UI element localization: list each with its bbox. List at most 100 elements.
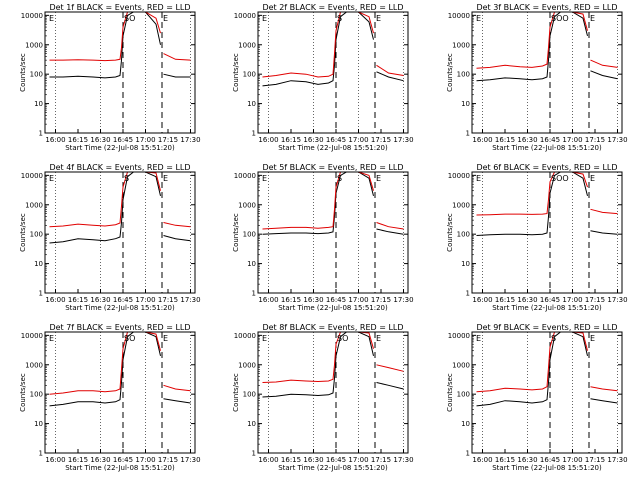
x-tick-label: 16:45 [326,296,346,304]
y-tick-label: 1000 [452,361,470,369]
y-tick-label: 10 [247,260,256,268]
series-line-events [590,70,618,80]
x-tick-label: 16:15 [495,456,515,464]
y-tick-label: 100 [30,231,43,239]
series-line-events [376,382,404,390]
series-line-lld [476,331,588,393]
x-axis-label: Start Time (22-Jul-08 15:51:20) [65,304,175,312]
series-line-events [590,230,618,235]
y-tick-label: 10 [34,420,43,428]
y-axis-label: Counts/sec [446,53,454,92]
y-tick-label: 100 [243,391,256,399]
series-line-events [376,71,404,82]
y-tick-label: 1000 [25,201,43,209]
x-tick-label: 16:30 [303,136,323,144]
event-marker-label: E [376,174,381,183]
x-tick-label: 17:15 [371,296,391,304]
event-marker-label: E [376,14,381,23]
series-line-lld [163,53,191,61]
event-marker-label: SOO [551,14,569,23]
y-tick-label: 10 [34,260,43,268]
series-line-lld [262,331,374,383]
x-tick-label: 17:15 [158,456,178,464]
series-line-events [476,171,588,236]
x-axis-label: Start Time (22-Jul-08 15:51:20) [65,464,175,472]
event-marker-label: SO [337,334,348,343]
y-tick-label: 10 [461,420,470,428]
series-line-lld [476,171,588,216]
event-marker-label: SOO [551,174,569,183]
y-tick-label: 1000 [452,41,470,49]
event-marker-label: E [476,334,481,343]
event-marker-label: E [49,334,54,343]
x-tick-label: 16:30 [517,456,537,464]
series-line-lld [590,386,618,392]
panel-title: Det 1f BLACK = Events, RED = LLD [49,3,190,12]
event-marker-label: SO [124,14,135,23]
panel-title: Det 9f BLACK = Events, RED = LLD [476,323,617,332]
event-marker-label: E [49,14,54,23]
x-tick-label: 17:30 [393,136,413,144]
x-tick-label: 16:45 [113,136,133,144]
x-axis-label: Start Time (22-Jul-08 15:51:20) [492,464,602,472]
series-line-lld [49,331,161,395]
x-tick-label: 17:00 [135,136,155,144]
x-tick-label: 17:30 [607,296,627,304]
x-axis-label: Start Time (22-Jul-08 15:51:20) [492,144,602,152]
x-tick-label: 17:00 [348,136,368,144]
y-tick-label: 1000 [238,41,256,49]
y-axis-label: Counts/sec [446,213,454,252]
panel-det-7: Det 7f BLACK = Events, RED = LLD E SO E 1 10 1… [19,323,201,472]
y-tick-label: 1000 [25,361,43,369]
event-marker-label: SO [124,334,135,343]
x-tick-label: 17:30 [180,456,200,464]
y-tick-label: 10000 [448,12,470,20]
x-tick-label: 17:30 [180,296,200,304]
x-tick-label: 17:30 [607,136,627,144]
y-axis-label: Counts/sec [19,53,27,92]
event-marker-label: E [163,334,168,343]
y-tick-label: 10000 [448,172,470,180]
series-line-lld [163,222,191,228]
x-tick-label: 16:30 [90,296,110,304]
x-tick-label: 17:15 [585,136,605,144]
x-tick-label: 16:45 [113,296,133,304]
panel-det-5: Det 5f BLACK = Events, RED = LLD E S E 1 10 10… [232,163,414,312]
event-marker-label: E [476,174,481,183]
plot-frame [471,171,623,294]
plot-frame [257,331,409,454]
event-marker-label: E [262,174,267,183]
x-tick-label: 16:00 [45,296,65,304]
y-tick-label: 10 [461,100,470,108]
series-line-events [49,11,161,79]
y-tick-label: 1 [252,450,256,458]
y-tick-label: 100 [30,391,43,399]
x-tick-label: 17:00 [562,296,582,304]
x-axis-label: Start Time (22-Jul-08 15:51:20) [278,464,388,472]
series-line-events [49,331,161,407]
x-tick-label: 16:45 [326,136,346,144]
series-line-events [376,228,404,235]
panel-title: Det 3f BLACK = Events, RED = LLD [476,3,617,12]
y-tick-label: 100 [457,231,470,239]
series-line-lld [376,222,404,230]
x-tick-label: 16:15 [281,296,301,304]
x-tick-label: 16:30 [517,136,537,144]
x-tick-label: 16:15 [68,136,88,144]
series-line-events [163,235,191,242]
x-tick-label: 16:45 [326,456,346,464]
x-tick-label: 16:45 [540,136,560,144]
x-tick-label: 16:00 [472,456,492,464]
x-axis-label: Start Time (22-Jul-08 15:51:20) [65,144,175,152]
x-tick-label: 17:15 [158,296,178,304]
series-line-events [163,73,191,78]
y-axis-label: Counts/sec [446,373,454,412]
x-tick-label: 16:45 [540,296,560,304]
series-line-lld [163,384,191,392]
x-tick-label: 17:00 [135,456,155,464]
x-tick-label: 17:00 [562,456,582,464]
y-tick-label: 100 [457,71,470,79]
y-tick-label: 1 [466,290,470,298]
panel-det-4: Det 4f BLACK = Events, RED = LLD E S E 1 10 10… [19,163,201,312]
